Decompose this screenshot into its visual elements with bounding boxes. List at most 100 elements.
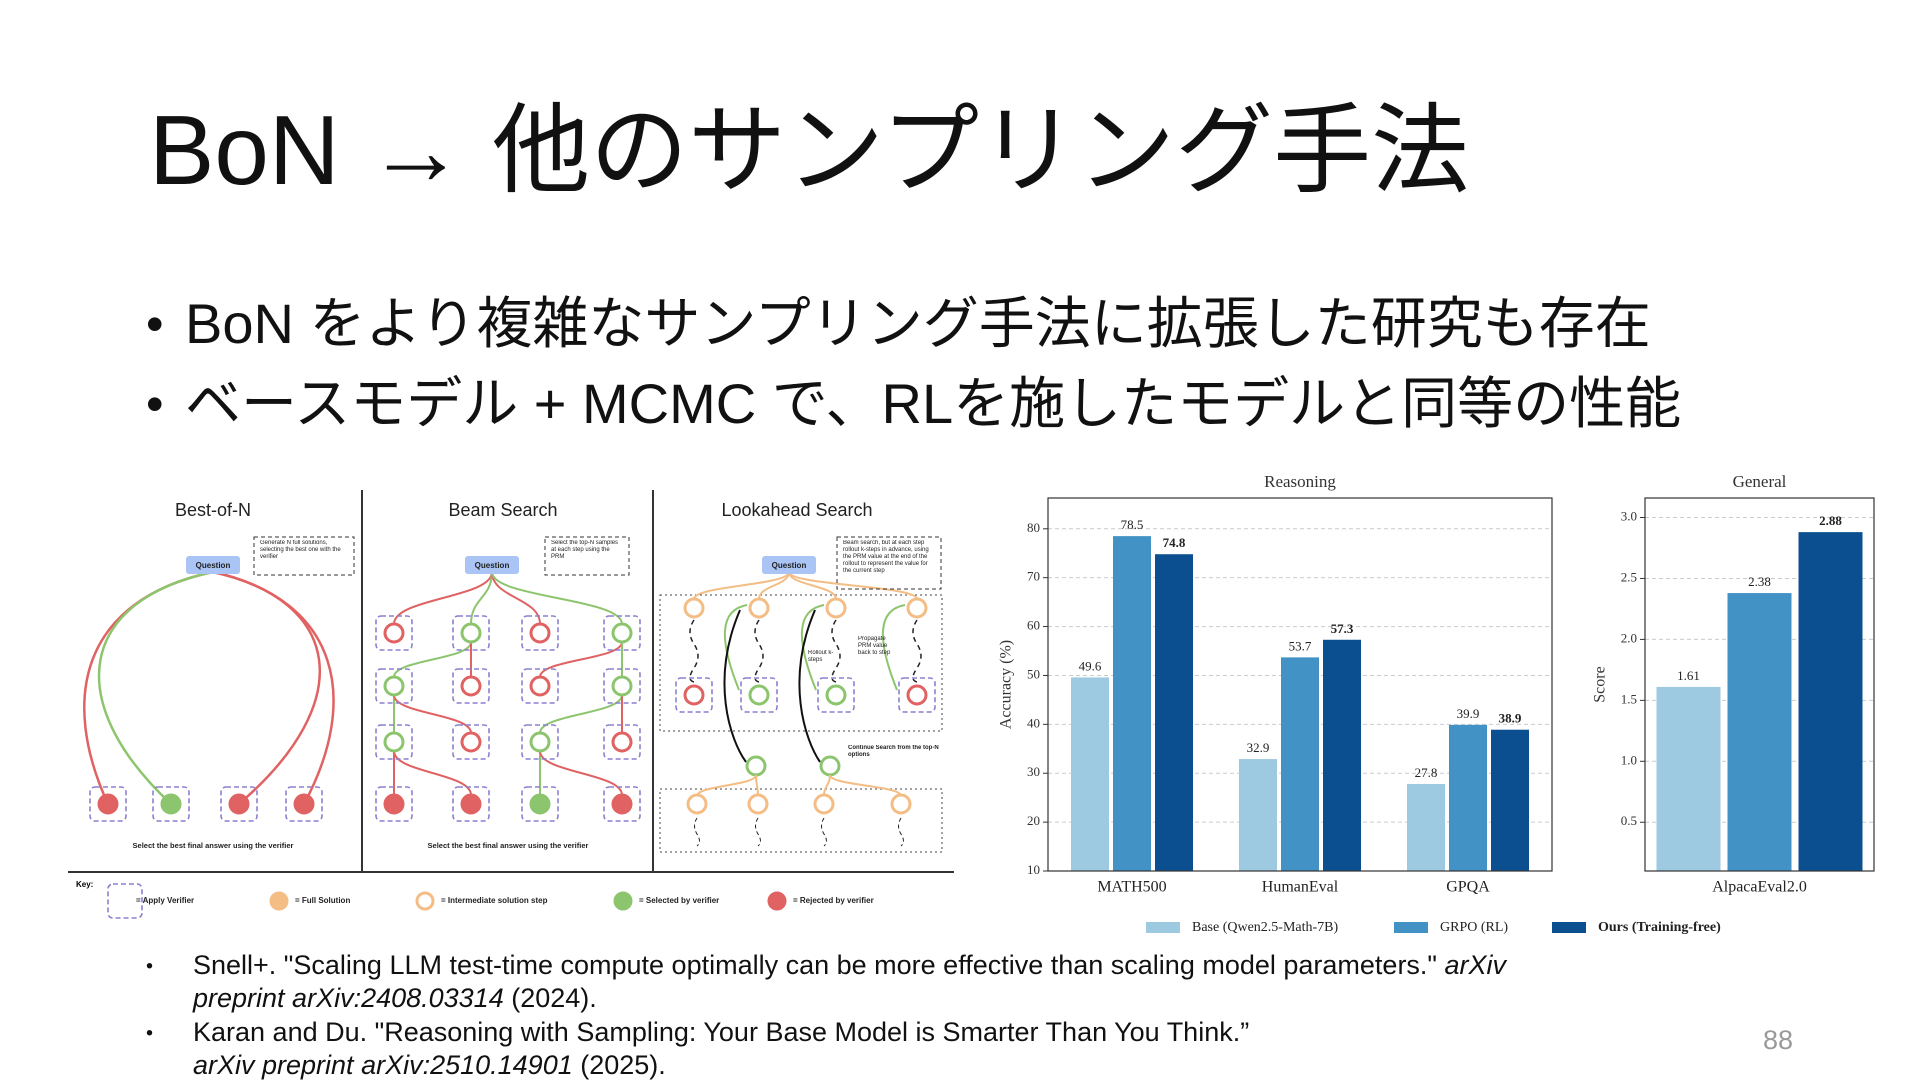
edge (83, 570, 214, 805)
rollout-box (659, 594, 943, 732)
references: • Snell+. "Scaling LLM test-time compute … (146, 950, 1508, 1080)
bullet: BoN をより複雑なサンプリング手法に拡張した研究も存在 (185, 292, 1651, 355)
question: Question (475, 561, 510, 570)
edge (212, 570, 335, 805)
verifier-box (603, 724, 641, 760)
question-box (762, 556, 816, 574)
reference-text: Snell+. "Scaling LLM test-time compute o… (193, 950, 1445, 980)
question: Question (196, 561, 231, 570)
annotation-text: Rollout k-steps (808, 650, 834, 663)
x-tick-label: MATH500 (1097, 879, 1166, 896)
y-tick-label: 2.0 (1621, 630, 1637, 645)
reference-bullet: • (146, 1022, 153, 1044)
verifier-box (375, 615, 413, 651)
verifier-box (152, 786, 190, 822)
question: Question (772, 561, 807, 570)
y-tick-label: 0.5 (1621, 813, 1637, 828)
edge (539, 641, 623, 678)
note-text: Select the top-N samples at each step us… (551, 540, 619, 560)
edge (755, 774, 759, 797)
diagram: Best-of-N Beam Search Lookahead Search Ques… (68, 490, 954, 919)
value-label: 27.8 (1415, 765, 1438, 780)
annotation: Propagate PRM value back to step (858, 636, 890, 656)
node (906, 597, 928, 619)
key-icon (767, 891, 787, 911)
node (611, 793, 633, 815)
legend-label: Ours (Training-free) (1598, 920, 1721, 935)
verifier-box (817, 677, 855, 713)
y-tick-label: 2.5 (1621, 569, 1637, 584)
node (611, 675, 633, 697)
node (819, 755, 841, 777)
node (825, 597, 847, 619)
bullet-dot: • (146, 296, 164, 352)
legend-swatch (1146, 922, 1180, 933)
value-label: 53.7 (1289, 638, 1312, 653)
verifier-box (603, 668, 641, 704)
reference-text: (2025). (573, 1050, 666, 1080)
node (813, 793, 835, 815)
annotation: Rollout k-steps (808, 650, 834, 663)
bar (1155, 554, 1193, 871)
edge (393, 641, 472, 678)
y-tick-label: 80 (1027, 520, 1040, 535)
note-box (836, 536, 942, 590)
verifier-box (375, 668, 413, 704)
reference-line: Karan and Du. "Reasoning with Sampling: … (193, 1017, 1249, 1047)
verifier-box (285, 786, 323, 822)
question-box (186, 556, 240, 574)
x-tick-label: HumanEval (1262, 879, 1339, 896)
verifier-box (220, 786, 258, 822)
edge (393, 750, 472, 796)
node (747, 793, 769, 815)
bar (1491, 729, 1529, 871)
verifier-box (452, 668, 490, 704)
node (460, 793, 482, 815)
verifier-box (740, 677, 778, 713)
key-label: = Selected by verifier (639, 896, 719, 905)
rollout (689, 619, 699, 683)
edge (693, 571, 790, 600)
value-label: 32.9 (1247, 740, 1270, 755)
edge (539, 750, 623, 796)
y-tick-label: 3.0 (1621, 508, 1637, 523)
annotation-text: Continue Search from the top-N options (848, 745, 939, 758)
value-label: 2.88 (1819, 513, 1842, 528)
edge (212, 570, 322, 805)
legend-swatch (1552, 922, 1586, 933)
rollout (754, 619, 764, 683)
verifier-box (452, 615, 490, 651)
verifier-box (521, 615, 559, 651)
panel-title: Best-of-N (175, 500, 251, 520)
arrow (798, 609, 821, 763)
key-label: = Apply Verifier (136, 896, 194, 905)
reference-text: arXiv (1445, 950, 1508, 980)
bar (1656, 686, 1721, 871)
bar (1281, 657, 1319, 871)
rollout (898, 817, 904, 847)
edge (491, 571, 623, 625)
edge (393, 694, 472, 734)
bullet-dot: • (146, 376, 164, 432)
slide-title: BoN → 他のサンプリング手法 (149, 95, 1469, 205)
key-icon (269, 891, 289, 911)
bar (1071, 677, 1109, 871)
node (686, 793, 708, 815)
node (611, 731, 633, 753)
reference-line: Snell+. "Scaling LLM test-time compute o… (193, 950, 1508, 980)
node (529, 793, 551, 815)
node (383, 731, 405, 753)
question-box (465, 556, 519, 574)
panel-title: Beam Search (448, 500, 557, 520)
y-tick-label: 1.5 (1621, 691, 1637, 706)
page-number: 88 (1763, 1025, 1793, 1055)
y-axis-label: Score (1592, 666, 1609, 702)
node (529, 675, 551, 697)
node (748, 684, 770, 706)
node (683, 597, 705, 619)
node (97, 793, 119, 815)
note-box (544, 536, 630, 576)
edge (829, 774, 902, 797)
reference-text: preprint arXiv:2408.03314 (192, 983, 504, 1013)
